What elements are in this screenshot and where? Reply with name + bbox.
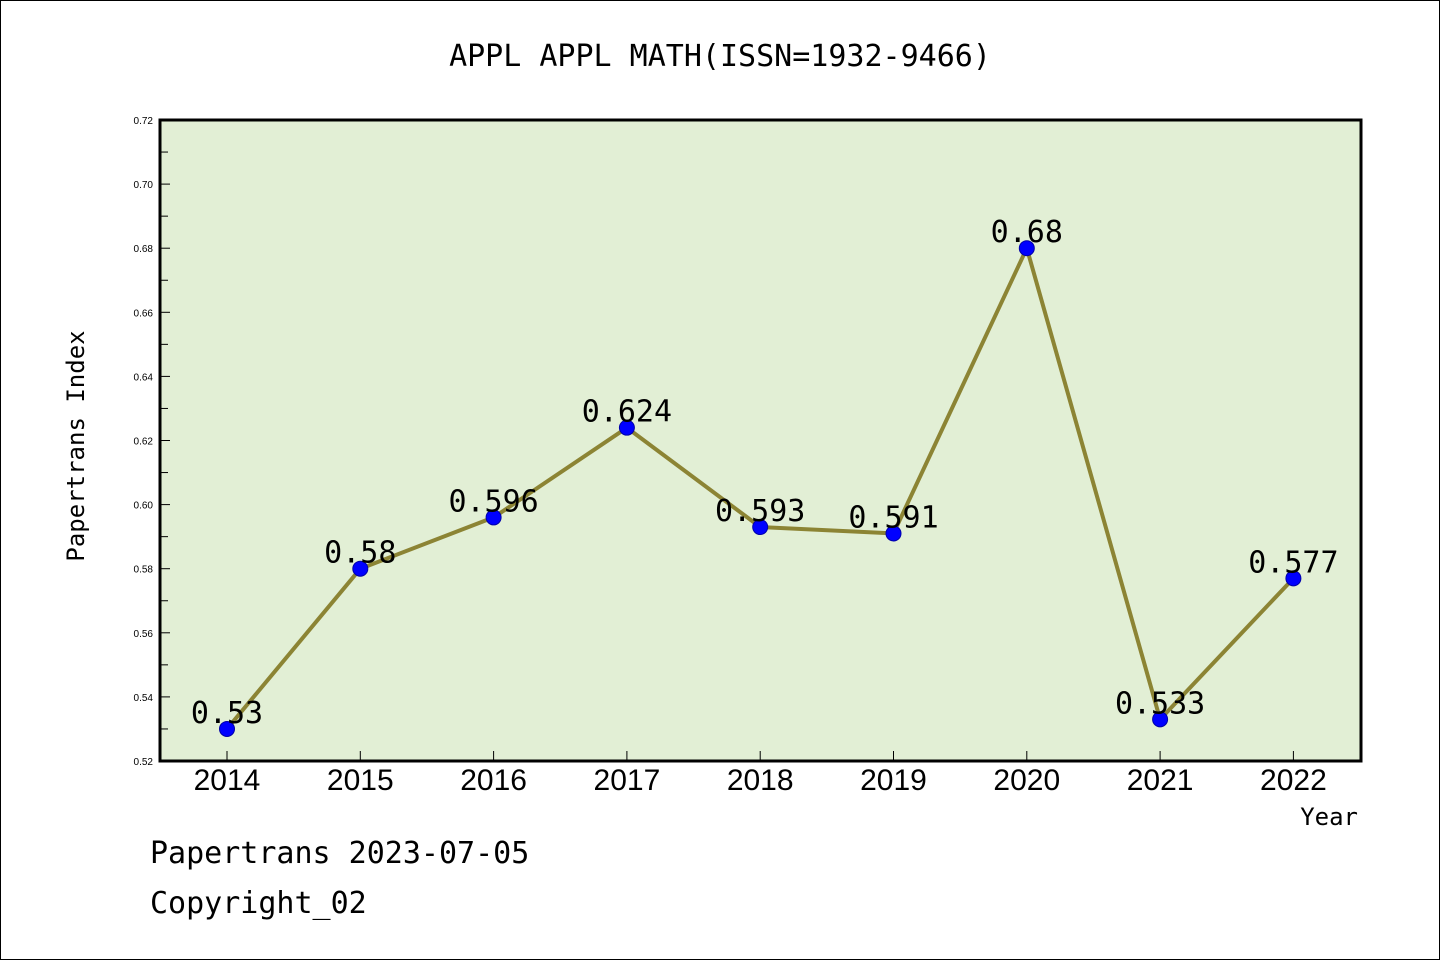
data-label: 0.624: [582, 395, 672, 430]
data-label: 0.68: [991, 215, 1063, 250]
data-point: [352, 560, 369, 577]
data-label: 0.58: [324, 536, 396, 571]
x-tick-label: 2022: [1260, 764, 1327, 797]
footer-copyright: Copyright_02: [150, 886, 367, 921]
x-tick-label: 2015: [327, 764, 394, 797]
data-label: 0.533: [1115, 686, 1205, 721]
y-tick-label: 0.54: [134, 693, 154, 704]
data-labels: 0.53 0.58 0.596 0.624 0.593 0.591 0.68 0.533 0.5…: [191, 215, 1339, 731]
y-tick-label: 0.66: [134, 308, 154, 319]
data-point: [618, 419, 635, 436]
x-tick-label: 2016: [460, 764, 527, 797]
data-point: [1152, 711, 1169, 728]
data-label: 0.596: [448, 484, 538, 519]
data-point: [1285, 570, 1302, 587]
plot-area: [160, 120, 1361, 761]
y-tick-label: 0.72: [134, 116, 154, 127]
y-tick-label: 0.64: [134, 372, 154, 383]
data-label: 0.591: [848, 500, 938, 535]
data-point: [885, 525, 902, 542]
y-axis-ticks: 0.52 0.54 0.56 0.58 0.60 0.62 0.64 0.66 0.68 0.70…: [134, 116, 170, 768]
data-point: [485, 509, 502, 526]
y-axis-label: Papertrans Index: [62, 330, 90, 561]
x-tick-label: 2017: [594, 764, 661, 797]
y-tick-label: 0.52: [134, 757, 154, 768]
plot-border: [158, 118, 1363, 763]
data-label: 0.53: [191, 696, 263, 731]
data-label: 0.577: [1248, 545, 1338, 580]
y-tick-label: 0.70: [134, 180, 154, 191]
footer-date: Papertrans 2023-07-05: [150, 836, 530, 871]
x-tick-label: 2018: [727, 764, 794, 797]
data-point: [219, 720, 235, 737]
series-markers: [219, 240, 1302, 737]
x-axis-ticks: 2014 2015 2016 2017 2018 2019 2020 2021 2022: [194, 751, 1327, 797]
x-tick-label: 2014: [194, 764, 261, 797]
chart-title: APPL APPL MATH(ISSN=1932-9466): [449, 39, 991, 74]
y-tick-label: 0.58: [134, 565, 154, 576]
x-tick-label: 2020: [993, 764, 1060, 797]
data-label: 0.593: [715, 494, 805, 529]
x-axis-label: Year: [1300, 803, 1358, 831]
x-tick-label: 2019: [860, 764, 927, 797]
y-tick-label: 0.62: [134, 437, 154, 448]
x-tick-label: 2021: [1127, 764, 1194, 797]
data-point: [1018, 240, 1035, 257]
y-tick-label: 0.56: [134, 629, 154, 640]
y-tick-label: 0.60: [134, 501, 154, 512]
y-tick-label: 0.68: [134, 244, 154, 255]
data-point: [752, 519, 769, 536]
